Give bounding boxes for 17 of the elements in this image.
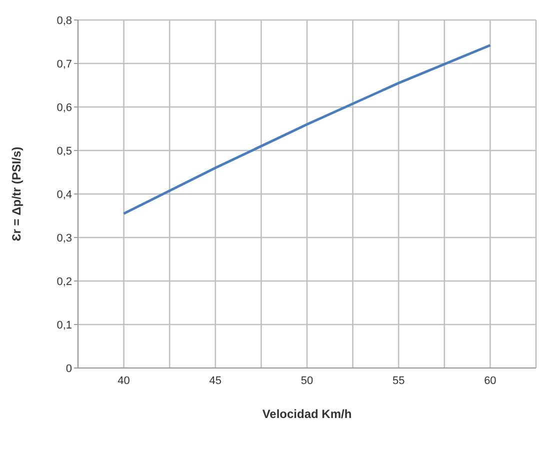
y-axis-title: Ɛr = Δp/tr (PSI/s): [9, 146, 24, 242]
y-tick-label: 0,5: [56, 145, 72, 158]
y-tick-label: 0,2: [56, 276, 72, 288]
y-tick-label: 0,6: [56, 102, 72, 114]
x-tick-label: 40: [118, 374, 130, 387]
line-series: [122, 44, 492, 215]
x-tick-label: 45: [209, 374, 222, 387]
y-tick-label: 0,7: [56, 58, 72, 70]
x-tick-label: 60: [484, 374, 496, 387]
y-tick-label: 0,1: [56, 319, 72, 332]
y-tick-label: 0,3: [56, 232, 72, 244]
y-tick-label: 0: [66, 362, 72, 375]
x-tick-label: 55: [392, 374, 405, 387]
x-tick-label: 50: [300, 374, 314, 387]
x-axis-title: Velocidad Km/h: [262, 407, 352, 421]
y-tick-label: 0,8: [56, 14, 72, 27]
y-tick-label: 0,4: [56, 188, 72, 201]
